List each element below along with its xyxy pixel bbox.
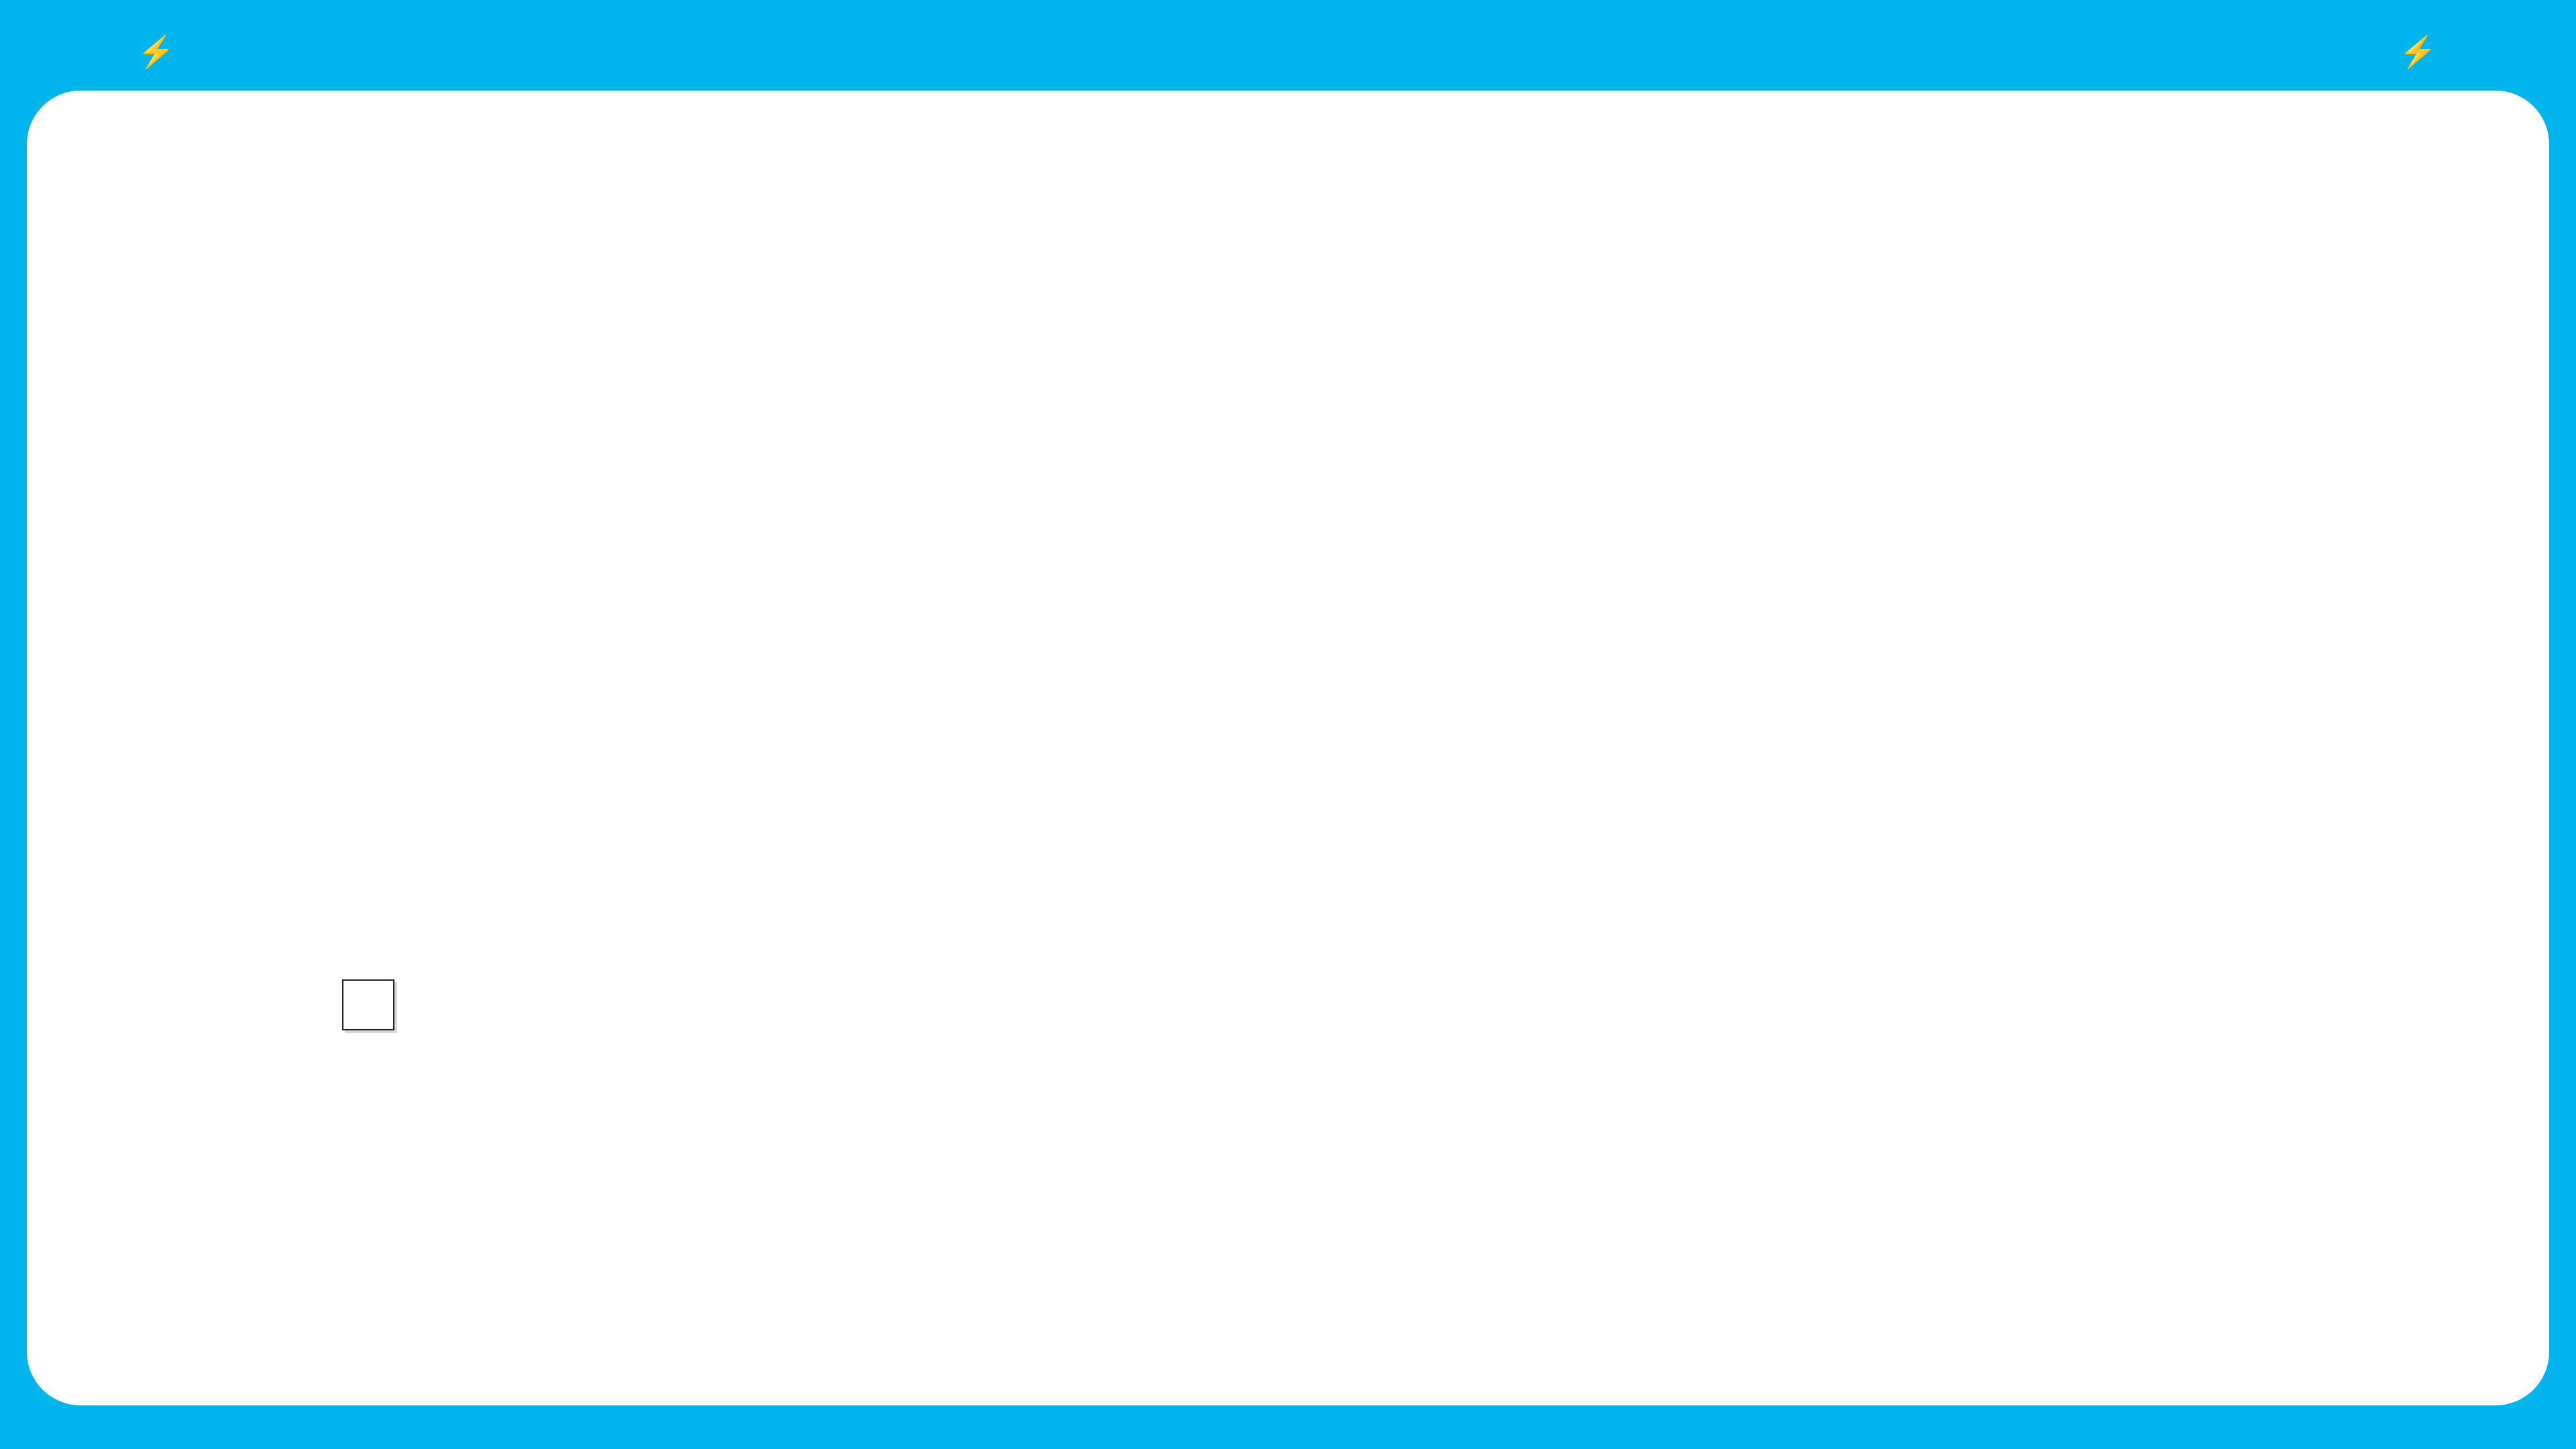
content-card [27, 91, 2549, 1405]
legend [2384, 684, 2415, 749]
legend-item [2384, 684, 2415, 704]
page-header: ⚡ ⚡ [0, 0, 2576, 91]
plot [342, 218, 2207, 976]
bolt-icon: ⚡ [137, 34, 182, 69]
chart-area [121, 218, 2455, 1077]
legend-item [2384, 716, 2415, 737]
legend-dot-icon [2384, 684, 2404, 704]
brand-logo: ⚡ [134, 34, 184, 70]
report-link: ⚡ [2395, 34, 2442, 70]
callout-pointer-icon [2207, 218, 2576, 976]
alltime-value-callout [342, 979, 394, 1030]
bolt-icon: ⚡ [2399, 34, 2438, 69]
legend-dot-icon [2384, 716, 2404, 737]
callout-pointer-icon [2207, 218, 2576, 976]
